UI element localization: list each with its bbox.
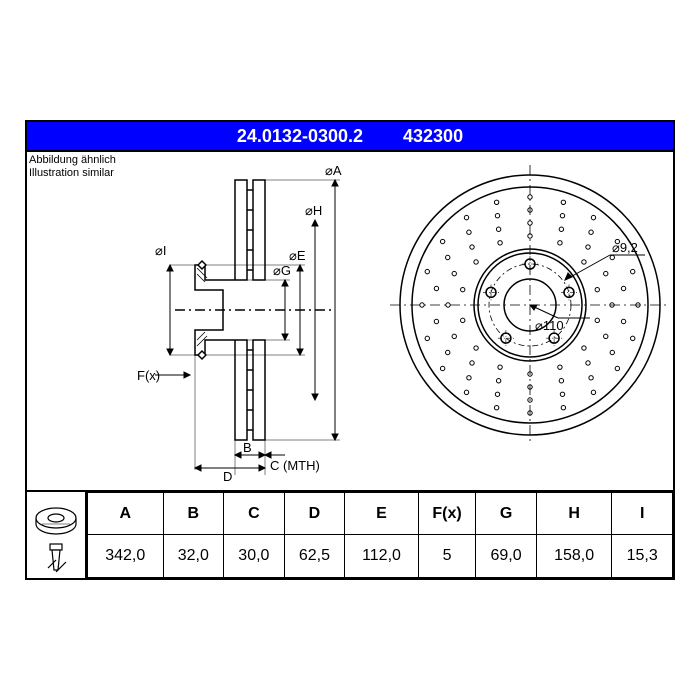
val-I: 15,3 xyxy=(612,535,673,578)
dimension-table: ABCDEF(x)GHI 342,032,030,062,5112,0569,0… xyxy=(27,490,673,578)
side-view-diagram: ⌀I ⌀G ⌀E ⌀H ⌀A F(x) B D C (MTH) xyxy=(135,160,355,490)
col-F(x): F(x) xyxy=(418,493,476,535)
label-D: D xyxy=(223,469,232,484)
label-H: ⌀H xyxy=(305,203,322,218)
label-E: ⌀E xyxy=(289,248,306,263)
val-G: 69,0 xyxy=(476,535,537,578)
col-G: G xyxy=(476,493,537,535)
label-bolt: ⌀9,2 xyxy=(612,240,638,255)
col-C: C xyxy=(224,493,285,535)
spec-table: ABCDEF(x)GHI 342,032,030,062,5112,0569,0… xyxy=(87,492,673,578)
label-G: ⌀G xyxy=(273,263,291,278)
label-F: F(x) xyxy=(137,368,160,383)
col-I: I xyxy=(612,493,673,535)
label-A: ⌀A xyxy=(325,163,342,178)
icon-cell-disc xyxy=(27,492,87,578)
val-A: 342,0 xyxy=(88,535,164,578)
label-bore: ⌀110 xyxy=(535,318,564,333)
front-view-diagram: ⌀110 ⌀9,2 xyxy=(390,160,675,460)
label-I: ⌀I xyxy=(155,243,166,258)
col-A: A xyxy=(88,493,164,535)
col-B: B xyxy=(163,493,224,535)
val-E: 112,0 xyxy=(345,535,419,578)
val-C: 30,0 xyxy=(224,535,285,578)
disc-icon xyxy=(32,496,80,574)
label-C: C (MTH) xyxy=(270,458,320,473)
col-D: D xyxy=(284,493,345,535)
col-H: H xyxy=(536,493,612,535)
val-H: 158,0 xyxy=(536,535,612,578)
label-B: B xyxy=(243,440,252,455)
val-F(x): 5 xyxy=(418,535,476,578)
val-B: 32,0 xyxy=(163,535,224,578)
col-E: E xyxy=(345,493,419,535)
val-D: 62,5 xyxy=(284,535,345,578)
